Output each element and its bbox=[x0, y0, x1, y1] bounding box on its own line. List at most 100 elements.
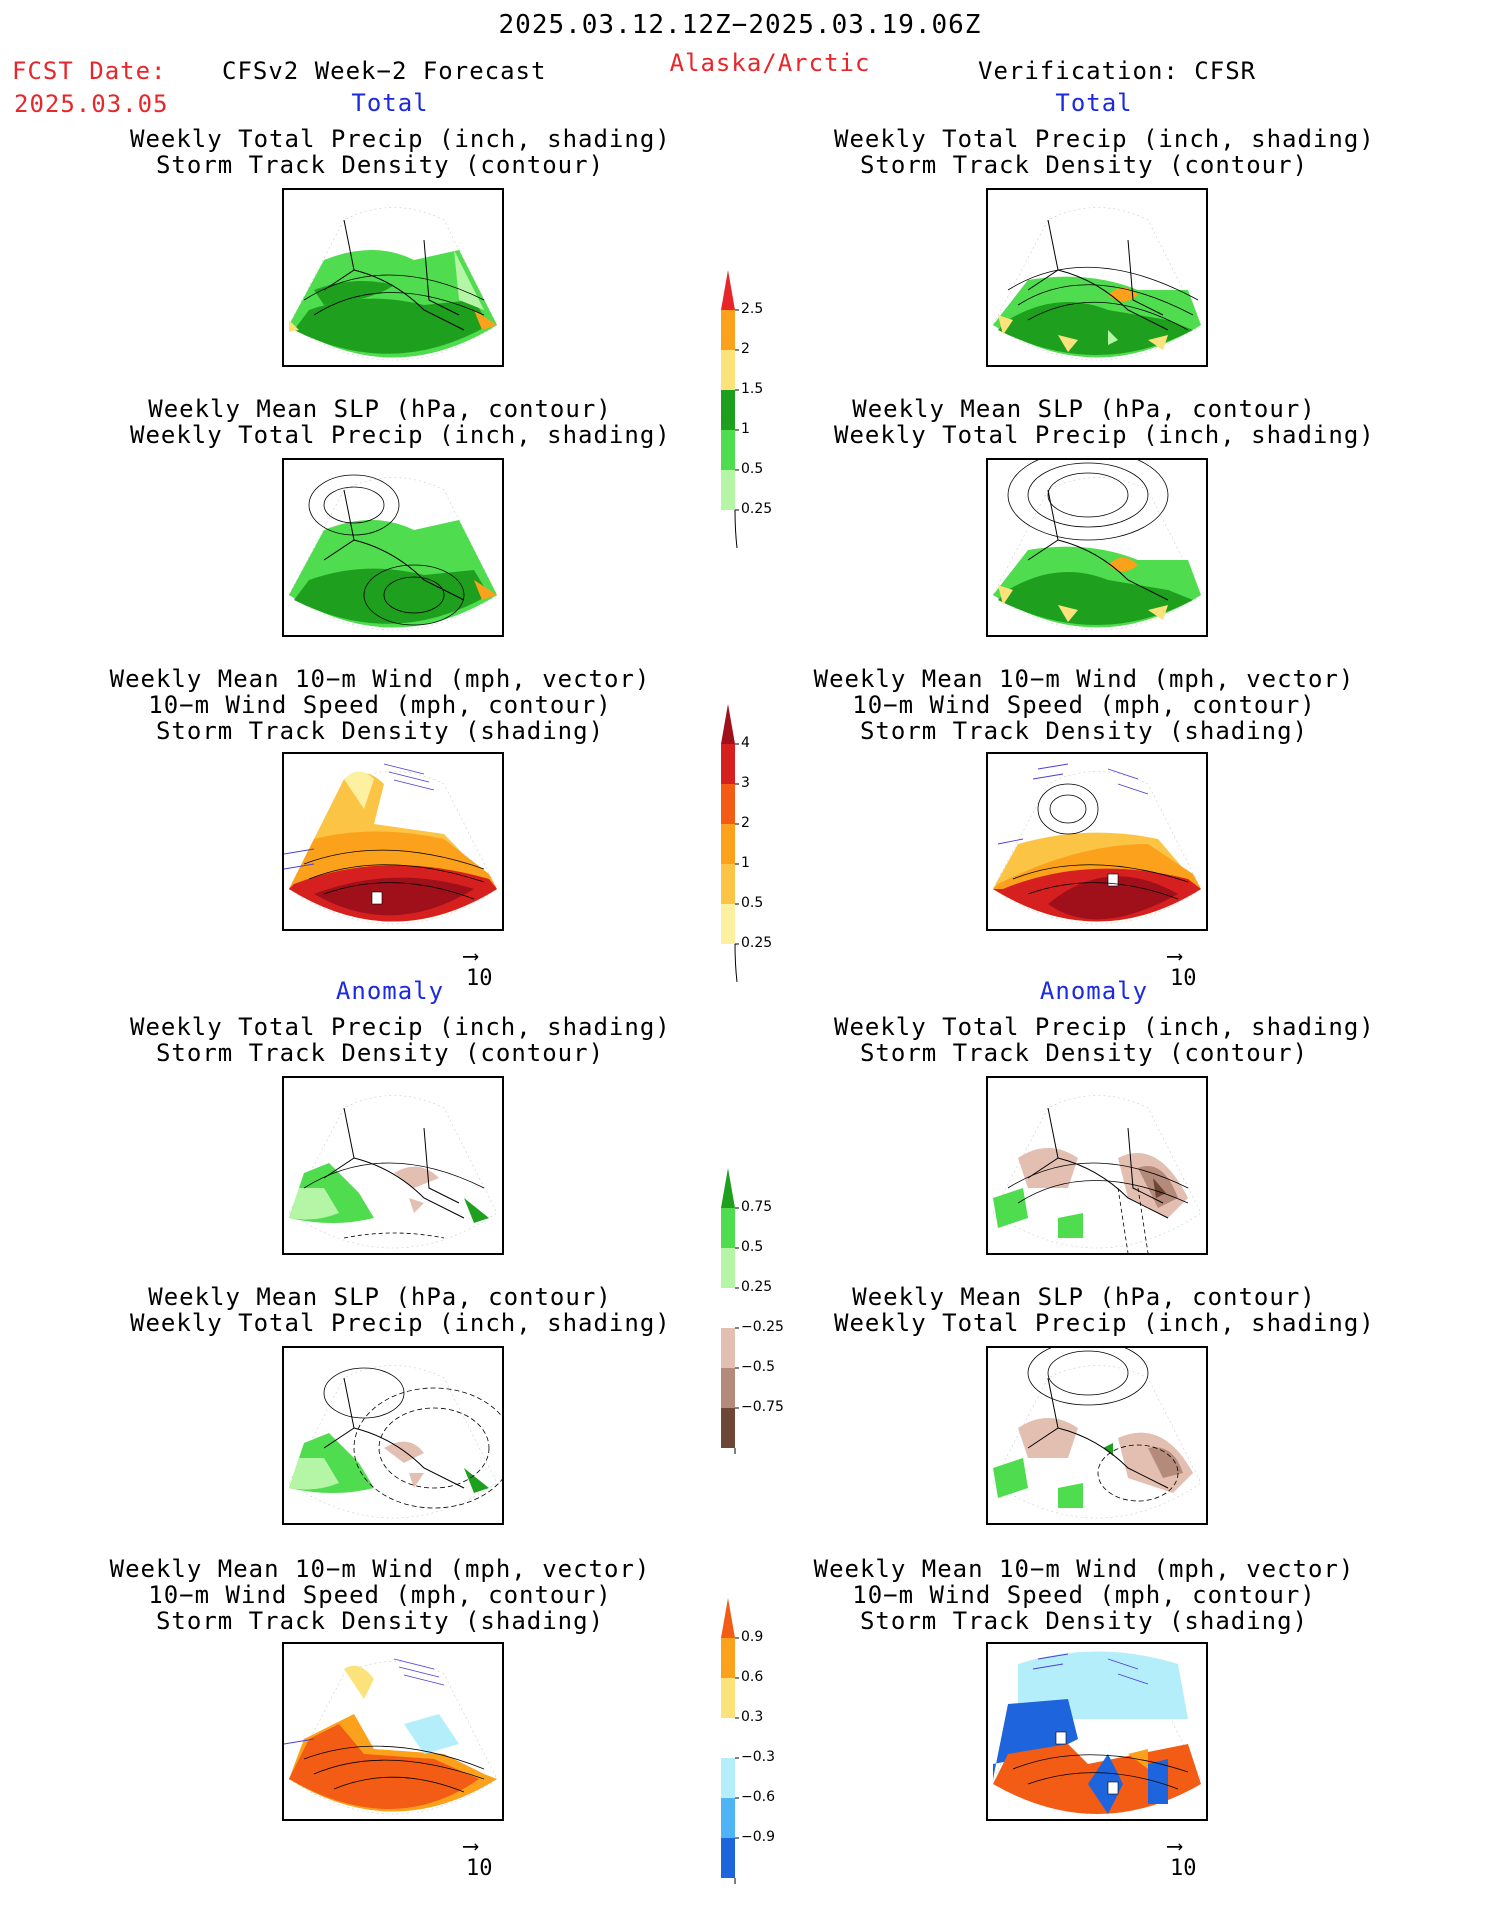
colorbar-swatch bbox=[721, 1758, 735, 1798]
colorbar-label: 0.5 bbox=[741, 895, 764, 911]
colorbar-tail bbox=[734, 509, 738, 549]
colorbar-label: 1 bbox=[741, 855, 750, 871]
colorbar-swatch bbox=[721, 1638, 735, 1678]
colorbar-swatch bbox=[721, 904, 735, 944]
colorbar-tail bbox=[734, 943, 738, 983]
title-wind-storm-line2: 10−m Wind Speed (mph, contour) bbox=[852, 1581, 1316, 1609]
map-fcst-precip-storm-anomaly bbox=[282, 1076, 504, 1255]
colorbar-label: −0.5 bbox=[741, 1359, 775, 1375]
title-wind-storm-line1: Weekly Mean 10−m Wind (mph, vector) bbox=[813, 665, 1355, 693]
title-slp-precip-line2: Weekly Total Precip (inch, shading) bbox=[130, 421, 671, 449]
title-slp-precip-line1: Weekly Mean SLP (hPa, contour) bbox=[148, 395, 612, 423]
colorbar-precip-total-graphic bbox=[721, 270, 739, 549]
verification-title: Verification: CFSR bbox=[978, 57, 1257, 85]
title-wind-storm-line2: 10−m Wind Speed (mph, contour) bbox=[148, 1581, 612, 1609]
title-precip-storm-line2: Storm Track Density (contour) bbox=[859, 1039, 1309, 1067]
colorbar-label: −0.75 bbox=[741, 1399, 784, 1415]
title-precip-storm-line2: Storm Track Density (contour) bbox=[155, 1039, 605, 1067]
title-precip-storm-line1: Weekly Total Precip (inch, shading) bbox=[130, 1013, 671, 1041]
colorbar-swatch bbox=[721, 1248, 735, 1288]
colorbar-label: 0.5 bbox=[741, 1239, 764, 1255]
map-fcst-slp-precip bbox=[282, 458, 504, 637]
colorbar-swatch bbox=[721, 310, 735, 350]
colorbar-swatch bbox=[721, 1288, 735, 1328]
colorbar-swatch bbox=[721, 1678, 735, 1718]
vector-reference-arrow-icon: ⟶ bbox=[1168, 944, 1182, 969]
title-wind-storm-line3: Storm Track Density (shading) bbox=[859, 717, 1309, 745]
colorbar-label: −0.6 bbox=[741, 1789, 775, 1805]
section-total-left: Total bbox=[351, 89, 429, 117]
colorbar-swatch bbox=[721, 1838, 735, 1878]
section-anomaly-left: Anomaly bbox=[335, 977, 445, 1005]
colorbar-swatch bbox=[721, 824, 735, 864]
colorbar-label: 2 bbox=[741, 341, 750, 357]
colorbar-swatch bbox=[721, 1718, 735, 1758]
colorbar-swatch bbox=[721, 390, 735, 430]
colorbar-label: 0.6 bbox=[741, 1669, 764, 1685]
title-precip-storm-line1: Weekly Total Precip (inch, shading) bbox=[834, 1013, 1375, 1041]
colorbar-label: 0.75 bbox=[741, 1199, 773, 1215]
map-fcst-slp-precip-anomaly bbox=[282, 1346, 504, 1525]
colorbar-label: 3 bbox=[741, 775, 750, 791]
colorbar-label: 2.5 bbox=[741, 301, 764, 317]
fcst-date-label: FCST Date: bbox=[12, 57, 167, 85]
title-slp-precip-line2: Weekly Total Precip (inch, shading) bbox=[130, 1309, 671, 1337]
map-verif-slp-precip bbox=[986, 458, 1208, 637]
title-wind-storm-line2: 10−m Wind Speed (mph, contour) bbox=[148, 691, 612, 719]
colorbar-swatch bbox=[721, 1328, 735, 1368]
title-wind-storm-line3: Storm Track Density (shading) bbox=[155, 1607, 605, 1635]
title-slp-precip-line1: Weekly Mean SLP (hPa, contour) bbox=[148, 1283, 612, 1311]
colorbar-storm-total: 4 3 2 1 0.5 0.25 bbox=[716, 700, 816, 990]
fcst-date-value: 2025.03.05 bbox=[14, 90, 169, 118]
title-slp-precip-line1: Weekly Mean SLP (hPa, contour) bbox=[852, 395, 1316, 423]
vector-reference-value: 10 bbox=[1170, 966, 1197, 991]
colorbar-tail bbox=[734, 1447, 738, 1487]
colorbar-swatch bbox=[721, 350, 735, 390]
section-total-right: Total bbox=[1055, 89, 1133, 117]
model-title: CFSv2 Week−2 Forecast bbox=[222, 57, 547, 85]
colorbar-swatch bbox=[721, 470, 735, 510]
title-wind-storm-line1: Weekly Mean 10−m Wind (mph, vector) bbox=[109, 1555, 651, 1583]
map-verif-precip-storm bbox=[986, 188, 1208, 367]
colorbar-precip-anomaly-graphic bbox=[721, 1168, 739, 1487]
map-verif-wind-storm-anomaly bbox=[986, 1642, 1208, 1821]
colorbar-swatch bbox=[721, 1408, 735, 1448]
vector-reference-arrow-icon: ⟶ bbox=[464, 1834, 478, 1859]
vector-reference-arrow-icon: ⟶ bbox=[1168, 1834, 1182, 1859]
colorbar-swatch bbox=[721, 704, 735, 744]
colorbar-storm-total-graphic bbox=[721, 704, 739, 983]
colorbar-storm-anomaly-graphic bbox=[721, 1598, 739, 1917]
region-title: Alaska/Arctic bbox=[669, 49, 871, 77]
colorbar-label: 1 bbox=[741, 421, 750, 437]
title-wind-storm-line3: Storm Track Density (shading) bbox=[859, 1607, 1309, 1635]
colorbar-swatch bbox=[721, 864, 735, 904]
title-wind-storm-line3: Storm Track Density (shading) bbox=[155, 717, 605, 745]
map-fcst-precip-storm bbox=[282, 188, 504, 367]
colorbar-label: −0.25 bbox=[741, 1319, 784, 1335]
colorbar-label: 1.5 bbox=[741, 381, 764, 397]
map-fcst-wind-storm-anomaly bbox=[282, 1642, 504, 1821]
colorbar-label: 2 bbox=[741, 815, 750, 831]
colorbar-swatch bbox=[721, 1798, 735, 1838]
colorbar-tail bbox=[734, 1877, 738, 1917]
title-precip-storm-line1: Weekly Total Precip (inch, shading) bbox=[834, 125, 1375, 153]
forecast-period: 2025.03.12.12Z−2025.03.19.06Z bbox=[498, 10, 982, 40]
colorbar-swatch bbox=[721, 1598, 735, 1638]
colorbar-label: −0.9 bbox=[741, 1829, 775, 1845]
title-wind-storm-line2: 10−m Wind Speed (mph, contour) bbox=[852, 691, 1316, 719]
vector-reference-value: 10 bbox=[466, 966, 493, 991]
map-fcst-wind-storm bbox=[282, 752, 504, 931]
vector-reference-value: 10 bbox=[1170, 1856, 1197, 1881]
colorbar-swatch bbox=[721, 1168, 735, 1208]
colorbar-label: 0.5 bbox=[741, 461, 764, 477]
colorbar-label: 0.3 bbox=[741, 1709, 764, 1725]
title-wind-storm-line1: Weekly Mean 10−m Wind (mph, vector) bbox=[813, 1555, 1355, 1583]
title-precip-storm-line2: Storm Track Density (contour) bbox=[859, 151, 1309, 179]
map-verif-wind-storm bbox=[986, 752, 1208, 931]
colorbar-label: 0.25 bbox=[741, 1279, 773, 1295]
title-precip-storm-line2: Storm Track Density (contour) bbox=[155, 151, 605, 179]
colorbar-label: 0.25 bbox=[741, 501, 773, 517]
colorbar-swatch bbox=[721, 1368, 735, 1408]
title-wind-storm-line1: Weekly Mean 10−m Wind (mph, vector) bbox=[109, 665, 651, 693]
title-slp-precip-line2: Weekly Total Precip (inch, shading) bbox=[834, 421, 1375, 449]
